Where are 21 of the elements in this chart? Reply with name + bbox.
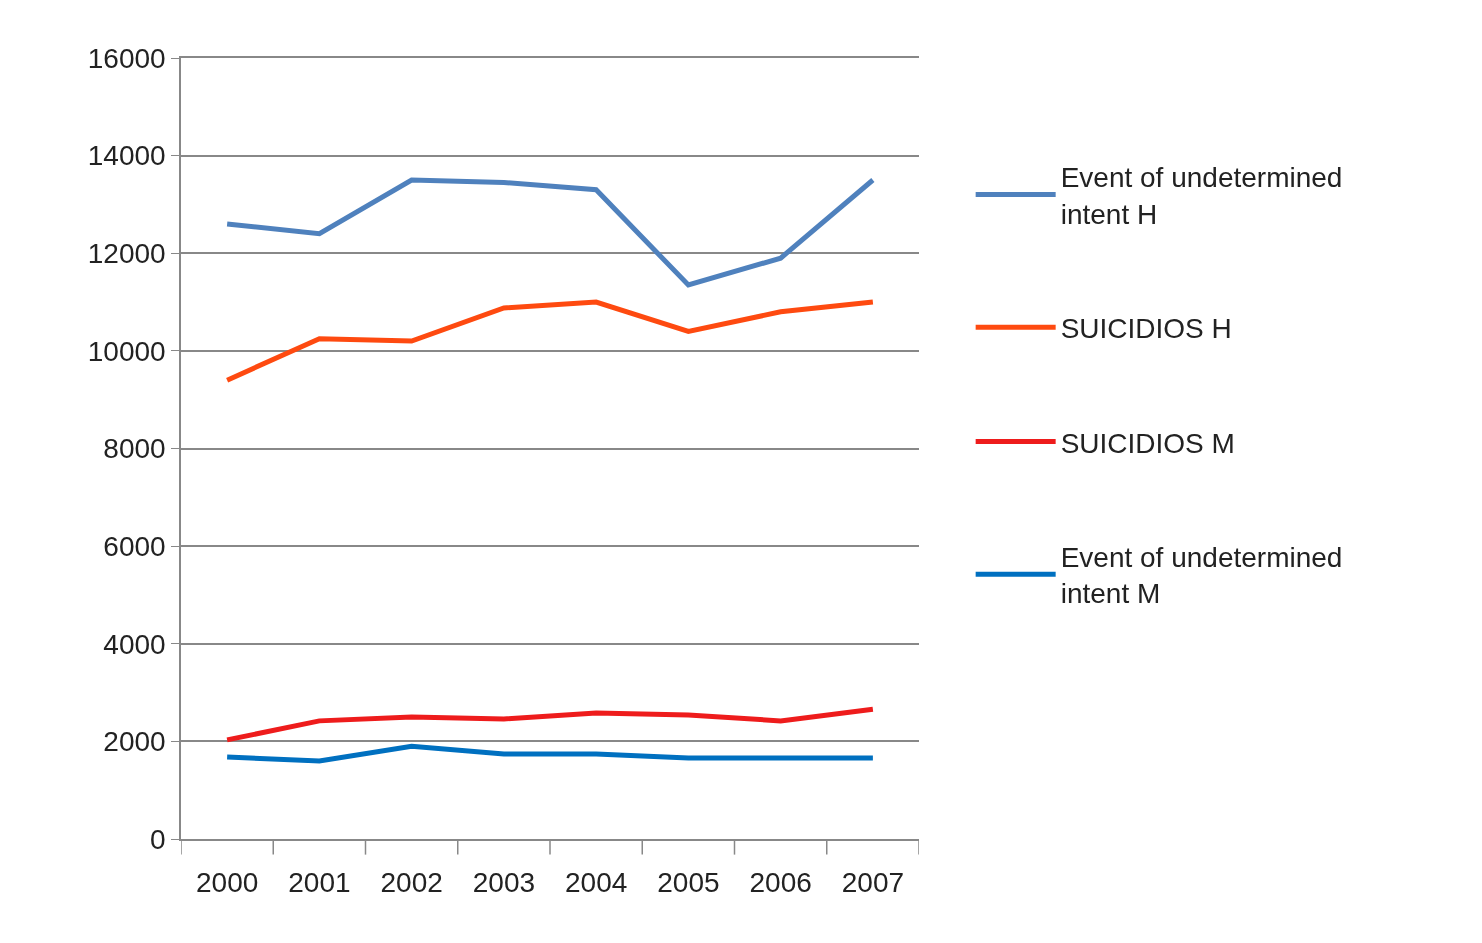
y-tick-label: 10000 (87, 335, 166, 367)
y-tick-label: 6000 (103, 530, 166, 562)
x-tick-label: 2001 (288, 867, 351, 899)
y-tick-label: 0 (150, 823, 166, 855)
legend-label: SUICIDIOS M (1060, 427, 1235, 459)
y-tick-label: 12000 (87, 238, 166, 270)
x-tick-label: 2006 (749, 867, 812, 899)
x-tick-label: 2003 (472, 867, 536, 899)
x-tick-label: 2000 (195, 867, 259, 899)
legend-label: Event of undetermined intent H (1060, 162, 1343, 230)
y-tick-label: 8000 (103, 433, 166, 465)
legend-label: Event of undetermined intent M (1060, 541, 1343, 610)
x-tick-label: 2002 (380, 867, 443, 899)
legend-label: SUICIDIOS H (1060, 313, 1232, 345)
y-tick-label: 14000 (87, 140, 166, 172)
x-tick-label: 2007 (841, 867, 905, 899)
y-tick-label: 2000 (103, 726, 166, 758)
y-tick-label: 16000 (87, 42, 166, 74)
x-tick-label: 2005 (657, 867, 720, 899)
x-tick-label: 2004 (564, 867, 628, 899)
y-tick-label: 4000 (103, 628, 166, 660)
